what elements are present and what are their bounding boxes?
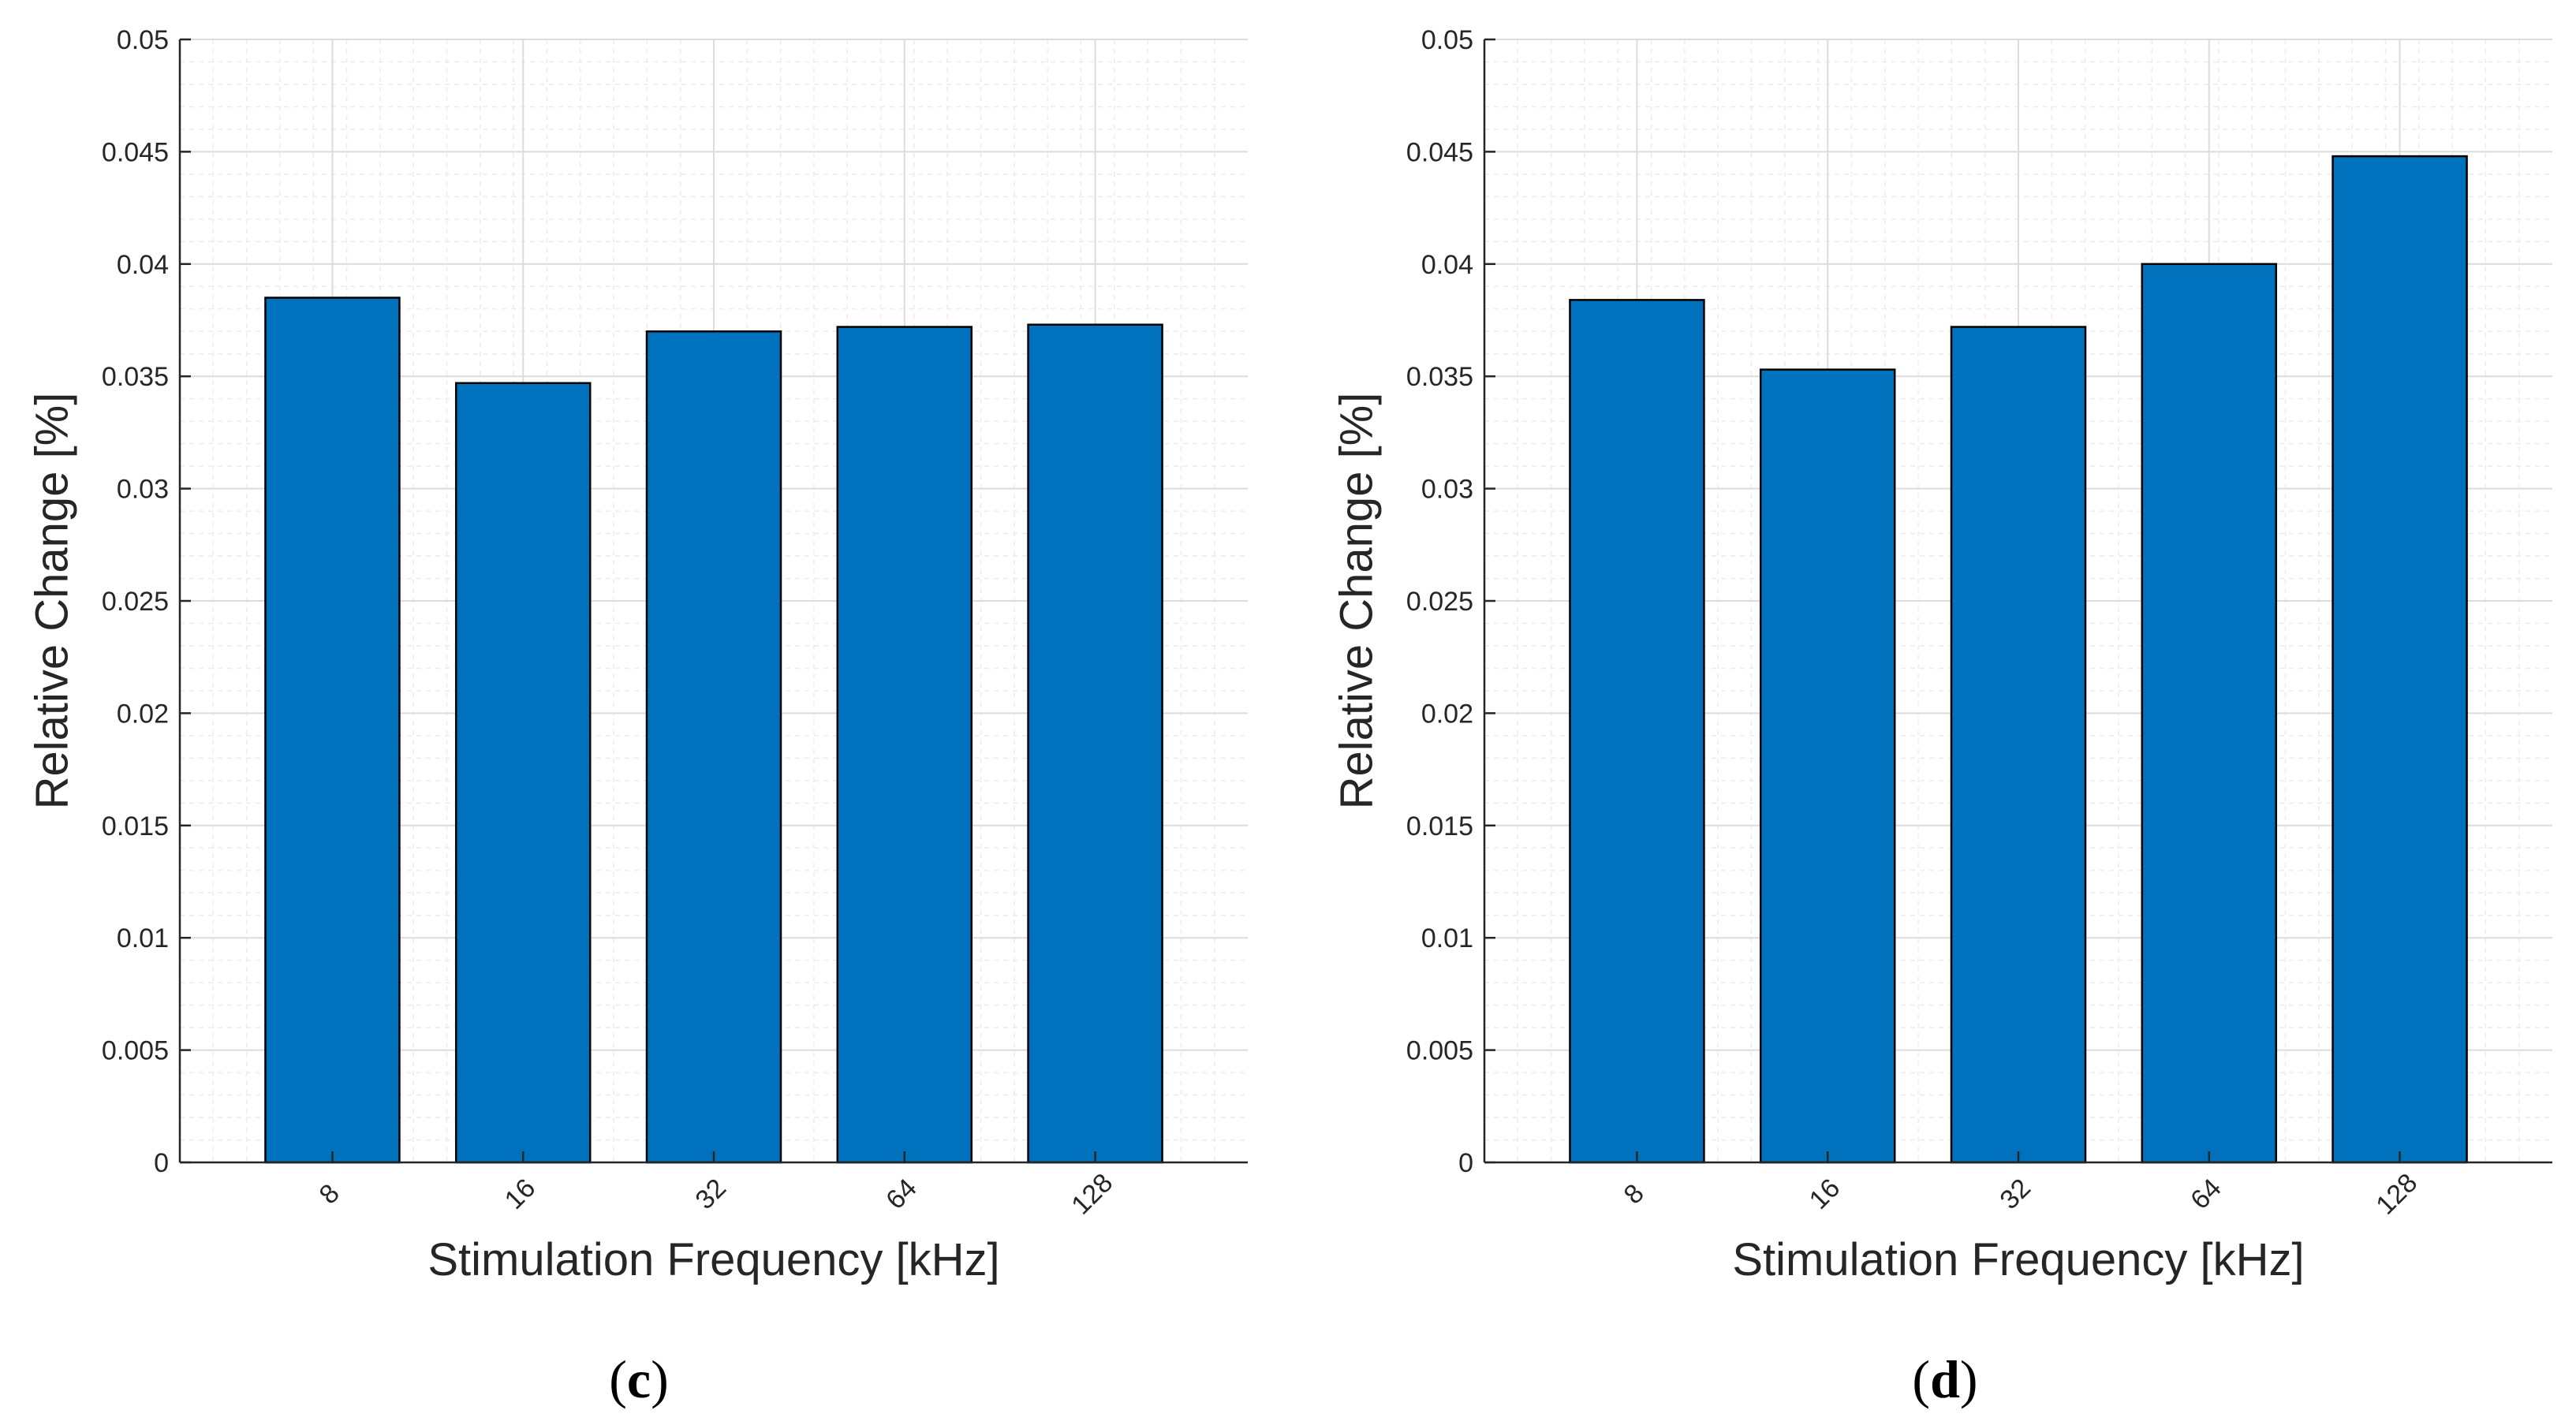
y-tick-label: 0.015 (1406, 811, 1473, 841)
y-tick-label: 0.035 (102, 362, 169, 392)
y-tick-label: 0.025 (102, 587, 169, 617)
bar-8 (264, 297, 401, 1164)
bar-32 (645, 330, 782, 1164)
panel-label-open: ( (1912, 1349, 1930, 1409)
y-tick-label: 0.025 (1406, 587, 1473, 617)
bar-16 (1759, 368, 1896, 1164)
y-tick-label: 0.05 (1421, 25, 1473, 55)
bar-8 (1569, 299, 1705, 1164)
bar-128 (2331, 155, 2468, 1164)
panel-label-close: ) (1960, 1349, 1978, 1409)
y-tick-label: 0.01 (1421, 923, 1473, 953)
y-ticks: 0 0.005 0.01 0.015 0.02 0.025 0.03 0.035 0.04 0.0… (1406, 25, 1495, 1178)
y-tick-label: 0.04 (117, 250, 169, 280)
y-tick-label: 0.03 (117, 475, 169, 505)
y-tick-label: 0.005 (1406, 1036, 1473, 1066)
y-tick-label: 0 (1458, 1148, 1473, 1178)
bar-128 (1027, 323, 1163, 1164)
x-axis-label: Stimulation Frequency [kHz] (1732, 1234, 2304, 1285)
y-tick-label: 0.05 (117, 25, 169, 55)
bar-16 (454, 382, 592, 1164)
y-ticks: 0 0.005 0.01 0.015 0.02 0.025 0.03 0.035 0.04 0.0… (102, 25, 191, 1178)
panel-label: (c) (609, 1349, 669, 1409)
y-tick-label: 0.005 (102, 1036, 169, 1066)
x-axis-label: Stimulation Frequency [kHz] (427, 1234, 999, 1285)
panel-label-close: ) (651, 1349, 669, 1409)
bars (264, 297, 1163, 1164)
y-tick-label: 0.035 (1406, 362, 1473, 392)
panel-label-letter: c (627, 1349, 651, 1409)
y-tick-label: 0.02 (117, 699, 169, 729)
y-tick-label: 0 (154, 1148, 169, 1178)
y-tick-label: 0.045 (1406, 137, 1473, 167)
y-tick-label: 0.015 (102, 811, 169, 841)
panel-label-letter: d (1930, 1349, 1960, 1409)
bar-64 (836, 326, 973, 1164)
y-tick-label: 0.02 (1421, 699, 1473, 729)
bar-64 (2141, 263, 2278, 1164)
y-tick-label: 0.045 (102, 137, 169, 167)
y-axis-label: Relative Change [%] (1331, 393, 1382, 810)
y-tick-label: 0.03 (1421, 475, 1473, 505)
chart-panel-c: 0 0.005 0.01 0.015 0.02 0.025 0.03 0.035 0.04 0.0… (26, 25, 1248, 1409)
panel-label-open: ( (609, 1349, 627, 1409)
y-tick-label: 0.04 (1421, 250, 1473, 280)
y-axis-label: Relative Change [%] (26, 393, 77, 810)
bar-32 (1950, 326, 2087, 1164)
y-tick-label: 0.01 (117, 923, 169, 953)
panel-label: (d) (1912, 1349, 1977, 1409)
